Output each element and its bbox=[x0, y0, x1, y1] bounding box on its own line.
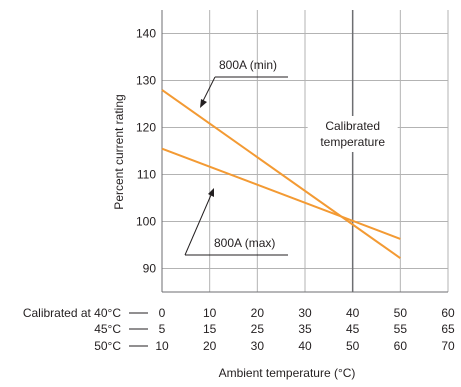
x-tick-label: 10 bbox=[203, 306, 217, 320]
calibrated-temperature-label-bg bbox=[307, 116, 398, 152]
scale-row-label: 50°C bbox=[94, 339, 121, 353]
annotation-800a-max-label: 800A (max) bbox=[214, 236, 275, 250]
x-tick-label: 60 bbox=[441, 306, 455, 320]
axes bbox=[161, 10, 448, 293]
x-tick-label: 45 bbox=[346, 322, 360, 336]
x-tick-label: 10 bbox=[155, 339, 169, 353]
y-axis-label: Percent current rating bbox=[112, 94, 126, 209]
annotation-800a-min-label: 800A (min) bbox=[219, 58, 277, 72]
calibrated-temperature-label-line2: temperature bbox=[320, 135, 385, 149]
x-tick-label: 35 bbox=[298, 322, 312, 336]
x-axis-label: Ambient temperature (°C) bbox=[219, 366, 356, 380]
annotation-800a-max: 800A (max) bbox=[184, 188, 288, 256]
y-tick-label: 110 bbox=[137, 168, 156, 182]
y-tick-label: 140 bbox=[136, 27, 156, 41]
x-tick-label: 15 bbox=[203, 322, 217, 336]
x-tick-label: 65 bbox=[441, 322, 455, 336]
x-tick-label: 5 bbox=[159, 322, 166, 336]
x-tick-label: 60 bbox=[394, 339, 408, 353]
x-scales: Calibrated at 40°C 0 10 20 30 40 50 60 45°C 5 15 25… bbox=[23, 306, 455, 353]
x-tick-label: 30 bbox=[298, 306, 312, 320]
series bbox=[161, 89, 401, 259]
y-tick-label: 90 bbox=[143, 262, 157, 276]
x-tick-label: 50 bbox=[346, 339, 360, 353]
y-tick-labels: 90 100 110 120 130 140 bbox=[136, 27, 156, 276]
x-tick-label: 70 bbox=[441, 339, 455, 353]
x-tick-label: 30 bbox=[251, 339, 265, 353]
x-tick-label: 20 bbox=[203, 339, 217, 353]
y-tick-label: 130 bbox=[136, 74, 156, 88]
scale-row-label: 45°C bbox=[94, 322, 121, 336]
series-line-min bbox=[161, 89, 401, 259]
scale-row-label: Calibrated at 40°C bbox=[23, 306, 122, 320]
grid bbox=[161, 10, 449, 292]
x-tick-label: 0 bbox=[159, 306, 166, 320]
x-tick-label: 40 bbox=[298, 339, 312, 353]
series-line-max bbox=[161, 147, 401, 240]
x-tick-label: 20 bbox=[251, 306, 265, 320]
y-tick-label: 120 bbox=[136, 121, 156, 135]
y-tick-label: 100 bbox=[136, 215, 156, 229]
x-tick-label: 50 bbox=[394, 306, 408, 320]
x-tick-label: 55 bbox=[394, 322, 408, 336]
x-tick-label: 25 bbox=[251, 322, 265, 336]
x-tick-label: 40 bbox=[346, 306, 360, 320]
annotation-800a-min: 800A (min) bbox=[200, 58, 288, 108]
calibrated-temperature-label-line1: Calibrated bbox=[325, 119, 380, 133]
